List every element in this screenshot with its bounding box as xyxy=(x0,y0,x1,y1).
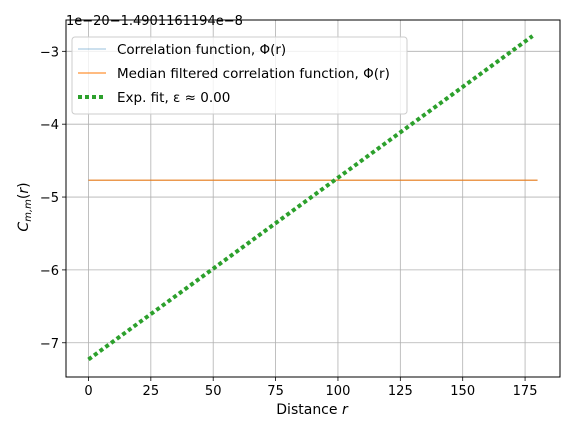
plot-frame xyxy=(65,19,561,378)
series-line-exp-fit xyxy=(87,34,534,362)
x-tick-label: 0 xyxy=(84,384,92,399)
legend-label-median: Median filtered correlation function, Φ(… xyxy=(117,66,390,82)
x-tick-label: 175 xyxy=(513,384,538,399)
legend-label-fit: Exp. fit, ε ≈ 0.00 xyxy=(117,90,230,106)
y-tick-label: −6 xyxy=(40,264,59,279)
x-tick-label: 150 xyxy=(450,384,475,399)
x-axis-label: Distance r xyxy=(276,402,349,418)
y-tick-label: −4 xyxy=(40,118,59,133)
y-tick-label: −3 xyxy=(40,45,59,60)
legend: Correlation function, Φ(r) Median filter… xyxy=(71,36,408,115)
y-tick-label: −7 xyxy=(40,337,59,352)
axis-ticks: 0 25 50 75 100 125 150 175 −7 −6 −5 −4 −3 xyxy=(40,45,538,399)
offset-label: 1e−20−1.4901161194e−8 xyxy=(66,14,243,29)
x-tick-label: 75 xyxy=(267,384,284,399)
y-tick-label: −5 xyxy=(40,191,59,206)
x-tick-label: 100 xyxy=(326,384,351,399)
x-tick-label: 50 xyxy=(205,384,222,399)
series-layer xyxy=(87,34,538,362)
legend-box xyxy=(71,36,408,115)
x-tick-label: 25 xyxy=(143,384,160,399)
x-tick-label: 125 xyxy=(388,384,413,399)
legend-label-correlation: Correlation function, Φ(r) xyxy=(117,42,286,58)
y-axis-label: Cm,m(r) xyxy=(16,182,34,231)
